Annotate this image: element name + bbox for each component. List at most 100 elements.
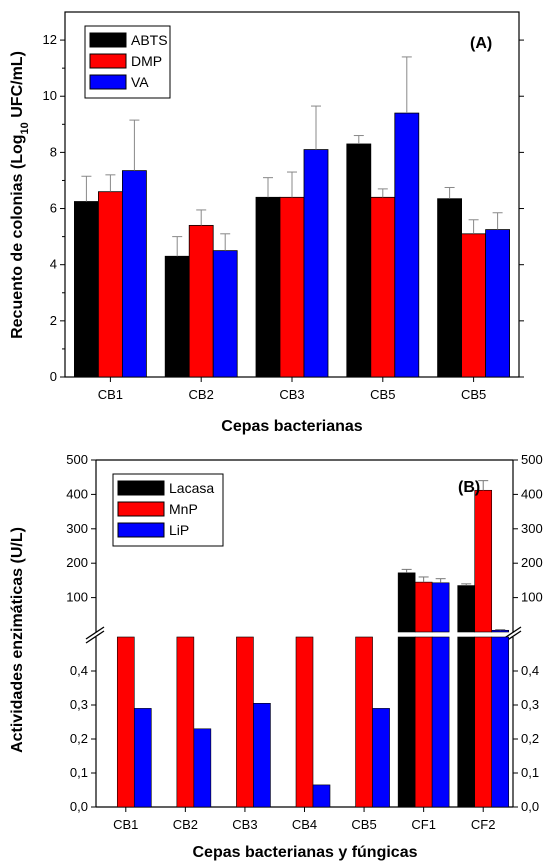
panel-a-y-tick-label: 6 <box>50 201 57 216</box>
bar-mnp-cf1-upper <box>414 581 433 633</box>
bar-lacasa-cf2-upper <box>457 585 476 633</box>
panel-b-upper-y-tick-label-right: 400 <box>521 486 543 501</box>
panel-b-y-ticks: 100 100 200 200 300 300 400 400 500 500 0,0 0,0 0,1 0… <box>66 452 542 814</box>
panel-b-x-tick-label: CB5 <box>351 817 376 832</box>
bar-lip-cb1 <box>133 708 152 808</box>
panel-a-y-tick-label: 12 <box>43 32 57 47</box>
panel-b-upper-segment <box>95 459 514 632</box>
panel-a-bars <box>74 56 511 378</box>
bar-mnp-cb5 <box>355 636 373 808</box>
panel-a-y-tick-label: 10 <box>43 88 57 103</box>
panel-a-legend: ABTS DMP VA <box>84 25 171 99</box>
panel-b-upper-y-tick-label: 200 <box>66 555 88 570</box>
bar-mnp-cb4 <box>295 636 314 808</box>
panel-a-x-ticks: CB1 CB2 CB3 CB5 CB5 <box>98 377 486 402</box>
bar-lacasa-cf1-lower <box>397 636 416 808</box>
panel-b-upper-y-tick-label: 500 <box>66 452 88 467</box>
bar-va-cb5-4 <box>485 229 511 378</box>
panel-b-upper-y-tick-label: 100 <box>66 590 88 605</box>
bar-mnp-cf1-lower <box>414 636 433 808</box>
bar-lacasa-cf1-upper <box>397 572 416 633</box>
panel-a-label: (A) <box>470 35 492 52</box>
legend-label-abts: ABTS <box>131 32 168 48</box>
bar-dmp-cb3-2 <box>279 196 305 378</box>
panel-a-y-ticks: 0 2 4 6 8 10 12 <box>43 32 524 384</box>
panel-a-x-axis-title: Cepas bacterianas <box>221 418 363 435</box>
bar-lip-cf2-upper <box>491 629 510 633</box>
bar-abts-cb5-4 <box>437 198 463 378</box>
panel-b-upper-y-tick-label: 400 <box>66 486 88 501</box>
legend-swatch-lacasa <box>117 480 165 496</box>
legend-label-va: VA <box>131 74 149 90</box>
bar-va-cb5-3 <box>394 112 420 378</box>
bar-abts-cb3-2 <box>255 196 281 378</box>
panel-b-x-tick-label: CB4 <box>292 817 317 832</box>
panel-a-x-tick-label: CB5 <box>461 387 486 402</box>
panel-b-y-axis-title: Actividades enzimáticas (U/L) <box>9 527 26 753</box>
panel-b-x-tick-label: CF2 <box>471 817 496 832</box>
bar-dmp-cb1-0 <box>98 191 123 378</box>
bar-lip-cb3 <box>253 702 271 808</box>
panel-a-y-tick-label: 8 <box>50 144 57 159</box>
panel-a-x-tick-label: CB5 <box>370 387 395 402</box>
bar-dmp-cb5-3 <box>370 196 396 378</box>
bar-dmp-cb5-4 <box>461 233 487 378</box>
bar-lip-cf1-lower <box>431 636 450 808</box>
panel-b-label: (B) <box>458 479 480 496</box>
bar-abts-cb5-3 <box>346 143 372 378</box>
legend-swatch-dmp <box>89 53 127 69</box>
legend-label-lacasa: Lacasa <box>169 480 214 496</box>
panel-b-chart: 100 100 200 200 300 300 400 400 500 500 0,0 0,0 0,1 0… <box>9 452 543 861</box>
panel-b-lower-y-tick-label: 0,2 <box>70 731 88 746</box>
panel-b-upper-y-tick-label-right: 100 <box>521 590 543 605</box>
panel-b-lower-y-tick-label-right: 0,4 <box>521 663 539 678</box>
panel-a-chart: 0 2 4 6 8 10 12 CB1 CB2 CB3 CB5 CB5 (A) Cepas bact… <box>9 11 524 435</box>
panel-b-upper-y-tick-label-right: 500 <box>521 452 543 467</box>
panel-b-lower-y-tick-label: 0,1 <box>70 765 88 780</box>
bar-mnp-cf2-upper <box>474 489 493 633</box>
panel-b-upper-y-tick-label: 300 <box>66 521 88 536</box>
legend-swatch-lip <box>117 522 165 538</box>
bar-dmp-cb2-1 <box>188 224 214 378</box>
bar-lip-cb2 <box>193 728 212 808</box>
legend-swatch-mnp <box>117 501 165 517</box>
panel-b-lower-y-tick-label: 0,4 <box>70 663 88 678</box>
bar-mnp-cb3 <box>236 636 254 808</box>
panel-b-legend: Lacasa MnP LiP <box>112 473 224 547</box>
legend-label-dmp: DMP <box>131 53 162 69</box>
bar-lip-cb5 <box>372 708 390 808</box>
panel-b-lower-y-tick-label-right: 0,3 <box>521 697 539 712</box>
bar-mnp-cf2-lower <box>474 636 493 808</box>
panel-b-x-tick-label: CF1 <box>411 817 436 832</box>
panel-b-lower-y-tick-label: 0,0 <box>70 799 88 814</box>
panel-a-x-tick-label: CB2 <box>189 387 214 402</box>
panel-b-lower-y-tick-label: 0,3 <box>70 697 88 712</box>
legend-label-lip: LiP <box>169 522 189 538</box>
bar-lip-cf2-lower <box>491 636 510 808</box>
legend-swatch-abts <box>89 32 127 48</box>
panel-b-lower-y-tick-label-right: 0,0 <box>521 799 539 814</box>
bar-mnp-cb2 <box>176 636 195 808</box>
bar-lip-cf1-upper <box>431 582 450 633</box>
panel-b-x-tick-label: CB1 <box>113 817 138 832</box>
bar-va-cb3-2 <box>303 149 329 378</box>
bar-mnp-cb1 <box>116 636 135 808</box>
panel-b-upper-y-tick-label-right: 200 <box>521 555 543 570</box>
bar-abts-cb2-1 <box>164 255 190 378</box>
panel-b-lower-y-tick-label-right: 0,2 <box>521 731 539 746</box>
panel-b-upper-y-tick-label-right: 300 <box>521 521 543 536</box>
legend-swatch-va <box>89 74 127 90</box>
panel-a-x-tick-label: CB3 <box>279 387 304 402</box>
panel-b-x-ticks: CB1 CB2 CB3 CB4 CB5 CF1 CF2 <box>113 807 495 832</box>
panel-b-x-tick-label: CB3 <box>232 817 257 832</box>
panel-a-y-tick-label: 2 <box>50 313 57 328</box>
panel-a-y-tick-label: 4 <box>50 257 57 272</box>
bar-abts-cb1-0 <box>74 201 99 378</box>
bar-va-cb1-0 <box>122 170 147 378</box>
bar-lacasa-cf2-lower <box>457 636 476 808</box>
panel-a-y-tick-label: 0 <box>50 369 57 384</box>
panel-b-x-axis-title: Cepas bacterianas y fúngicas <box>193 844 418 861</box>
bar-va-cb2-1 <box>212 250 238 378</box>
panel-a-y-axis-title: Recuento de colonias (Log10 UFC/mL) <box>9 51 31 339</box>
